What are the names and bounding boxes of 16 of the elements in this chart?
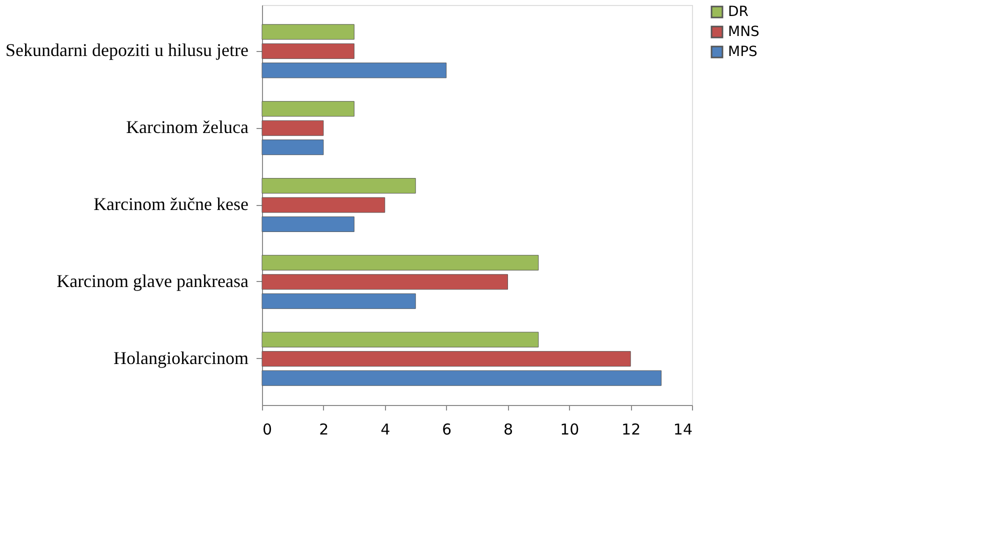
x-tick-label: 14 (673, 420, 692, 438)
y-tick-label: Karcinom žučne kese (94, 194, 248, 214)
legend-label: DR (728, 4, 749, 20)
x-tick-label: 12 (622, 420, 641, 438)
y-tick-label: Holangiokarcinom (114, 348, 248, 368)
x-tick-label: 8 (503, 420, 513, 438)
x-tick-label: 2 (319, 420, 329, 438)
x-tick-label: 10 (560, 420, 580, 438)
x-tick-label: 0 (262, 420, 272, 438)
y-tick-label: Karcinom glave pankreasa (56, 270, 248, 291)
y-tick-label: Karcinom želuca (126, 117, 249, 138)
legend-label: MNS (728, 24, 760, 40)
y-tick-label: Sekundarni depoziti u hilusu jetre (6, 40, 249, 60)
x-tick-label: 6 (442, 420, 452, 438)
legend-label: MPS (728, 44, 758, 60)
x-tick-label: 4 (380, 420, 390, 438)
